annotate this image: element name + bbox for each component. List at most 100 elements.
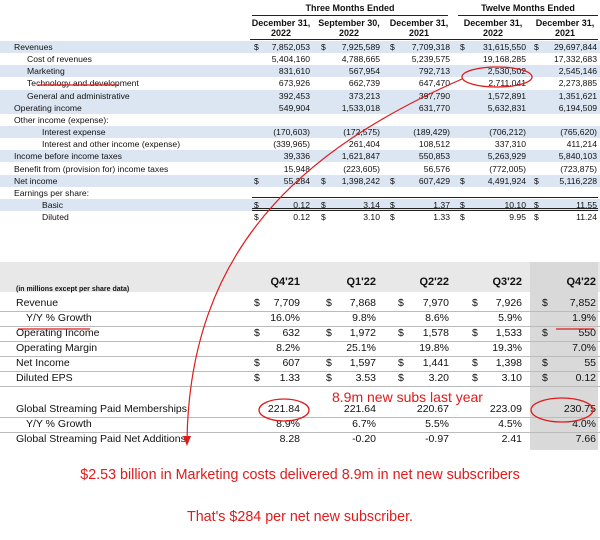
dollar-sign: $: [542, 357, 548, 369]
net-income-rule: [252, 208, 598, 209]
value-cell: 0.12: [293, 212, 310, 223]
value-cell: 0.12: [575, 372, 596, 384]
row-label: Net Income: [16, 357, 70, 369]
dollar-sign: $: [326, 357, 332, 369]
value-cell: 392,453: [278, 90, 310, 101]
row-label: Marketing: [27, 66, 65, 77]
dollar-sign: $: [254, 42, 259, 52]
row-label: General and administrative: [27, 90, 130, 101]
row-label: Interest expense: [42, 127, 106, 138]
value-cell: 230.75: [563, 403, 596, 415]
row-label: Y/Y % Growth: [26, 418, 92, 430]
value-cell: 223.09: [489, 403, 522, 415]
summary-header-band: [0, 262, 600, 292]
value-cell: 25.1%: [346, 342, 376, 354]
value-cell: 550,853: [418, 151, 450, 162]
arrow-head: [183, 436, 191, 446]
dollar-sign: $: [460, 212, 465, 223]
value-cell: 1,351,621: [558, 90, 597, 101]
value-cell: 1,533: [495, 327, 522, 339]
value-cell: 607: [282, 357, 300, 369]
value-cell: 16.0%: [270, 312, 300, 324]
units-note: (in millions except per share data): [16, 286, 130, 293]
period-header-three-months: Three Months Ended: [305, 3, 395, 13]
dollar-sign: $: [398, 372, 404, 384]
value-cell: 7.66: [575, 433, 596, 445]
value-cell: 6,194,509: [558, 102, 597, 113]
value-cell: -0.20: [352, 433, 376, 445]
dollar-sign: $: [472, 372, 478, 384]
value-cell: (189,429): [413, 127, 450, 138]
value-cell: 4.0%: [572, 418, 596, 430]
value-cell: (772,005): [489, 163, 526, 174]
value-cell: 31,615,550: [482, 42, 526, 52]
value-cell: 55: [584, 357, 596, 369]
value-cell: 8.2%: [276, 342, 300, 354]
value-cell: 19.8%: [419, 342, 449, 354]
income-statement-row: Marketing 831,610 567,954 792,713 2,530,502 2…: [0, 65, 600, 78]
row-label: Other income (expense):: [14, 114, 109, 125]
income-statement-row: Benefit from (provision for) income taxe…: [0, 163, 600, 175]
dollar-sign: $: [472, 297, 478, 309]
value-cell: 5,632,831: [487, 102, 526, 113]
dollar-sign: $: [542, 297, 548, 309]
income-statement-row: Technology and development 673,926 662,739…: [0, 77, 600, 89]
dollar-sign: $: [390, 42, 395, 52]
value-cell: 7,925,589: [341, 42, 380, 52]
dollar-sign: $: [254, 175, 259, 186]
row-label: Earnings per share:: [14, 187, 89, 198]
dollar-sign: $: [321, 175, 326, 186]
value-cell: 15,948: [283, 163, 310, 174]
summary-table: (in millions except per share data) Q4'2…: [0, 262, 600, 452]
value-cell: 7,709,318: [411, 42, 450, 52]
value-cell: 337,310: [494, 139, 526, 150]
value-cell: (170,603): [273, 127, 310, 138]
value-cell: 3.53: [355, 372, 376, 384]
dollar-sign: $: [326, 327, 332, 339]
row-label: Global Streaming Paid Memberships: [16, 403, 187, 415]
dollar-sign: $: [390, 212, 395, 223]
column-header: December 31, 2021: [535, 18, 595, 38]
value-cell: 5,263,929: [487, 151, 526, 162]
quarter-header: Q1'22: [346, 276, 376, 288]
value-cell: 29,697,844: [553, 42, 597, 52]
income-statement-row: Net income $55,284 $1,398,242 $607,429 $4,49…: [0, 174, 600, 187]
value-cell: 4,788,665: [341, 54, 380, 65]
value-cell: 1.33: [279, 372, 300, 384]
income-statement-row: Diluted $0.12 $3.10 $1.33 $9.95 $11.24: [0, 211, 600, 223]
net-income-rule: [252, 197, 598, 198]
value-cell: 8.28: [279, 433, 300, 445]
value-cell: (223,605): [343, 163, 380, 174]
summary-row: Global Streaming Paid Memberships 221.84 2…: [0, 402, 600, 418]
row-label: Cost of revenues: [27, 54, 92, 65]
income-statement-row: Revenues $7,852,053 $7,925,589 $7,709,318 $3…: [0, 41, 600, 53]
income-statement-row: Earnings per share:: [0, 187, 600, 199]
dollar-sign: $: [321, 212, 326, 223]
summary-row: Operating Margin 8.2% 25.1% 19.8% 19.3% 7.0%: [0, 341, 600, 357]
row-label: Operating income: [14, 102, 82, 113]
row-label: Income before income taxes: [14, 151, 122, 162]
value-cell: 397,790: [418, 90, 450, 101]
dollar-sign: $: [472, 327, 478, 339]
value-cell: 19,168,285: [482, 54, 526, 65]
dollar-sign: $: [390, 175, 395, 186]
value-cell: 1,572,891: [487, 90, 526, 101]
value-cell: 56,576: [423, 163, 450, 174]
dollar-sign: $: [534, 199, 539, 210]
value-cell: 3.10: [363, 212, 380, 223]
income-statement-row: Cost of revenues 5,404,160 4,788,665 5,239,…: [0, 53, 600, 65]
value-cell: 2,273,885: [558, 78, 597, 89]
value-cell: (339,965): [273, 139, 310, 150]
row-label: Diluted EPS: [16, 372, 73, 384]
value-cell: 39,336: [283, 151, 310, 162]
value-cell: 0.12: [293, 199, 310, 210]
summary-row: Y/Y % Growth 16.0% 9.8% 8.6% 5.9% 1.9%: [0, 311, 600, 327]
marketing-to-subs-arrow: [186, 78, 463, 441]
value-cell: 2,711,041: [488, 78, 526, 89]
value-cell: 10.10: [504, 199, 526, 210]
row-label: Revenue: [16, 297, 59, 309]
dollar-sign: $: [534, 212, 539, 223]
value-cell: 220.67: [416, 403, 449, 415]
dollar-sign: $: [542, 372, 548, 384]
value-cell: 1.9%: [572, 312, 596, 324]
